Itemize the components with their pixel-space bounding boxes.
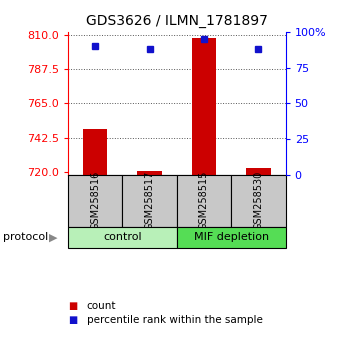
Text: ■: ■: [68, 301, 77, 311]
Text: MIF depletion: MIF depletion: [194, 232, 269, 242]
Bar: [246, 168, 271, 175]
Text: ■: ■: [68, 315, 77, 325]
Text: control: control: [103, 232, 142, 242]
Bar: [177, 175, 231, 227]
Bar: [177, 227, 286, 248]
Text: ▶: ▶: [49, 232, 58, 242]
Bar: [68, 227, 177, 248]
Title: GDS3626 / ILMN_1781897: GDS3626 / ILMN_1781897: [86, 14, 268, 28]
Bar: [122, 175, 177, 227]
Text: GSM258516: GSM258516: [90, 170, 100, 229]
Bar: [68, 175, 122, 227]
Bar: [83, 129, 107, 175]
Text: percentile rank within the sample: percentile rank within the sample: [87, 315, 262, 325]
Text: GSM258530: GSM258530: [253, 170, 264, 229]
Bar: [192, 38, 216, 175]
Text: GSM258515: GSM258515: [199, 170, 209, 230]
Bar: [231, 175, 286, 227]
Bar: [137, 171, 162, 175]
Text: GSM258517: GSM258517: [144, 170, 155, 230]
Text: protocol: protocol: [3, 232, 49, 242]
Text: count: count: [87, 301, 116, 311]
